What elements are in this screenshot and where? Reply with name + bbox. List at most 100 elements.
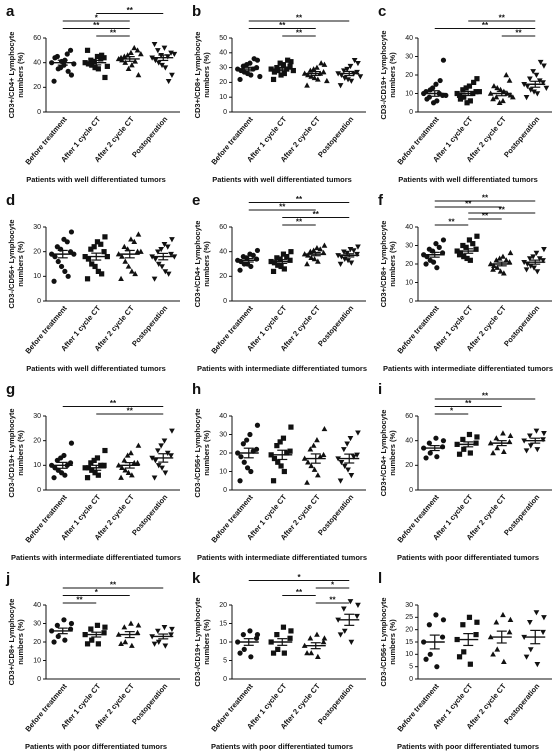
data-point [314,653,321,660]
data-point [534,91,541,97]
data-point [152,256,159,263]
data-point [494,84,501,91]
data-point [288,249,294,255]
significance-label: ** [465,200,472,209]
y-axis-label: numbers (%) [388,241,397,287]
y-tick-label: 30 [405,53,413,60]
error-bar [305,70,326,77]
data-point [304,650,310,656]
data-point [71,251,77,257]
data-point [94,455,101,461]
data-point [530,254,537,260]
data-point [335,71,342,77]
data-point [440,57,447,63]
data-point [310,66,317,72]
data-point [254,247,261,254]
data-point [526,433,533,439]
data-point [433,81,439,87]
data-point [523,654,530,660]
panel-label: b [192,3,201,20]
data-point [82,60,88,66]
data-point [151,475,158,481]
data-point [149,254,156,260]
data-point [248,468,254,475]
data-point [466,237,473,243]
data-point [530,69,537,75]
significance-label: ** [279,21,286,30]
error-bar [153,633,174,640]
x-tick-label: Postoperation [130,303,170,348]
data-point [527,443,534,449]
data-point [158,246,165,253]
data-point [321,425,328,432]
y-tick-label: 40 [219,50,227,57]
data-point [490,266,496,272]
data-point [348,260,355,266]
error-bar [238,638,259,646]
data-point [128,62,135,68]
data-point [473,440,479,446]
data-point [506,77,513,83]
x-tick-label: Postoperation [316,114,356,159]
data-point [155,463,162,469]
y-tick-label: 60 [219,224,227,231]
panel-label: a [6,3,15,20]
panel-label: c [378,3,386,20]
data-point [151,41,158,48]
data-point [270,76,277,83]
data-point [271,455,278,462]
x-axis-label: Patients with poor differentiated tumors [25,742,167,751]
data-point [102,624,108,630]
data-point [524,83,531,90]
data-point [82,254,88,260]
data-point [500,253,506,259]
data-point [285,57,291,63]
data-point [92,65,98,71]
y-tick-label: 60 [33,35,41,42]
data-point [64,239,70,245]
data-point [534,447,541,453]
data-point [521,634,528,641]
data-point [500,97,506,104]
error-bar [119,249,140,259]
data-point [500,270,507,276]
data-point [534,269,541,275]
error-bar [525,437,546,444]
data-point [51,639,57,645]
significance-label: ** [482,392,489,401]
data-point [533,250,540,256]
significance-label: ** [296,14,303,23]
data-point [61,617,67,623]
data-point [151,641,158,647]
error-bar [339,70,360,77]
data-point [124,452,131,458]
data-point [305,252,311,258]
data-point [304,479,310,485]
data-point [280,251,287,257]
data-point [345,77,351,83]
data-point [476,89,482,95]
data-point [240,441,246,447]
error-bar [119,462,140,469]
data-point [137,248,144,254]
data-point [337,83,344,89]
significance-label: ** [296,588,303,597]
error-bar [339,253,360,258]
y-tick-label: 10 [405,90,413,97]
data-point [507,249,514,256]
data-point [154,249,161,255]
data-point [131,44,138,51]
data-point [280,62,287,68]
data-point [287,63,293,69]
data-point [84,641,91,647]
data-point [527,87,534,93]
data-point [454,441,460,447]
y-tick-label: 30 [219,431,227,438]
data-point [247,431,253,438]
data-point [135,622,142,628]
data-point [474,619,480,625]
significance-label: ** [76,596,83,605]
data-point [115,251,122,257]
data-point [92,263,98,270]
